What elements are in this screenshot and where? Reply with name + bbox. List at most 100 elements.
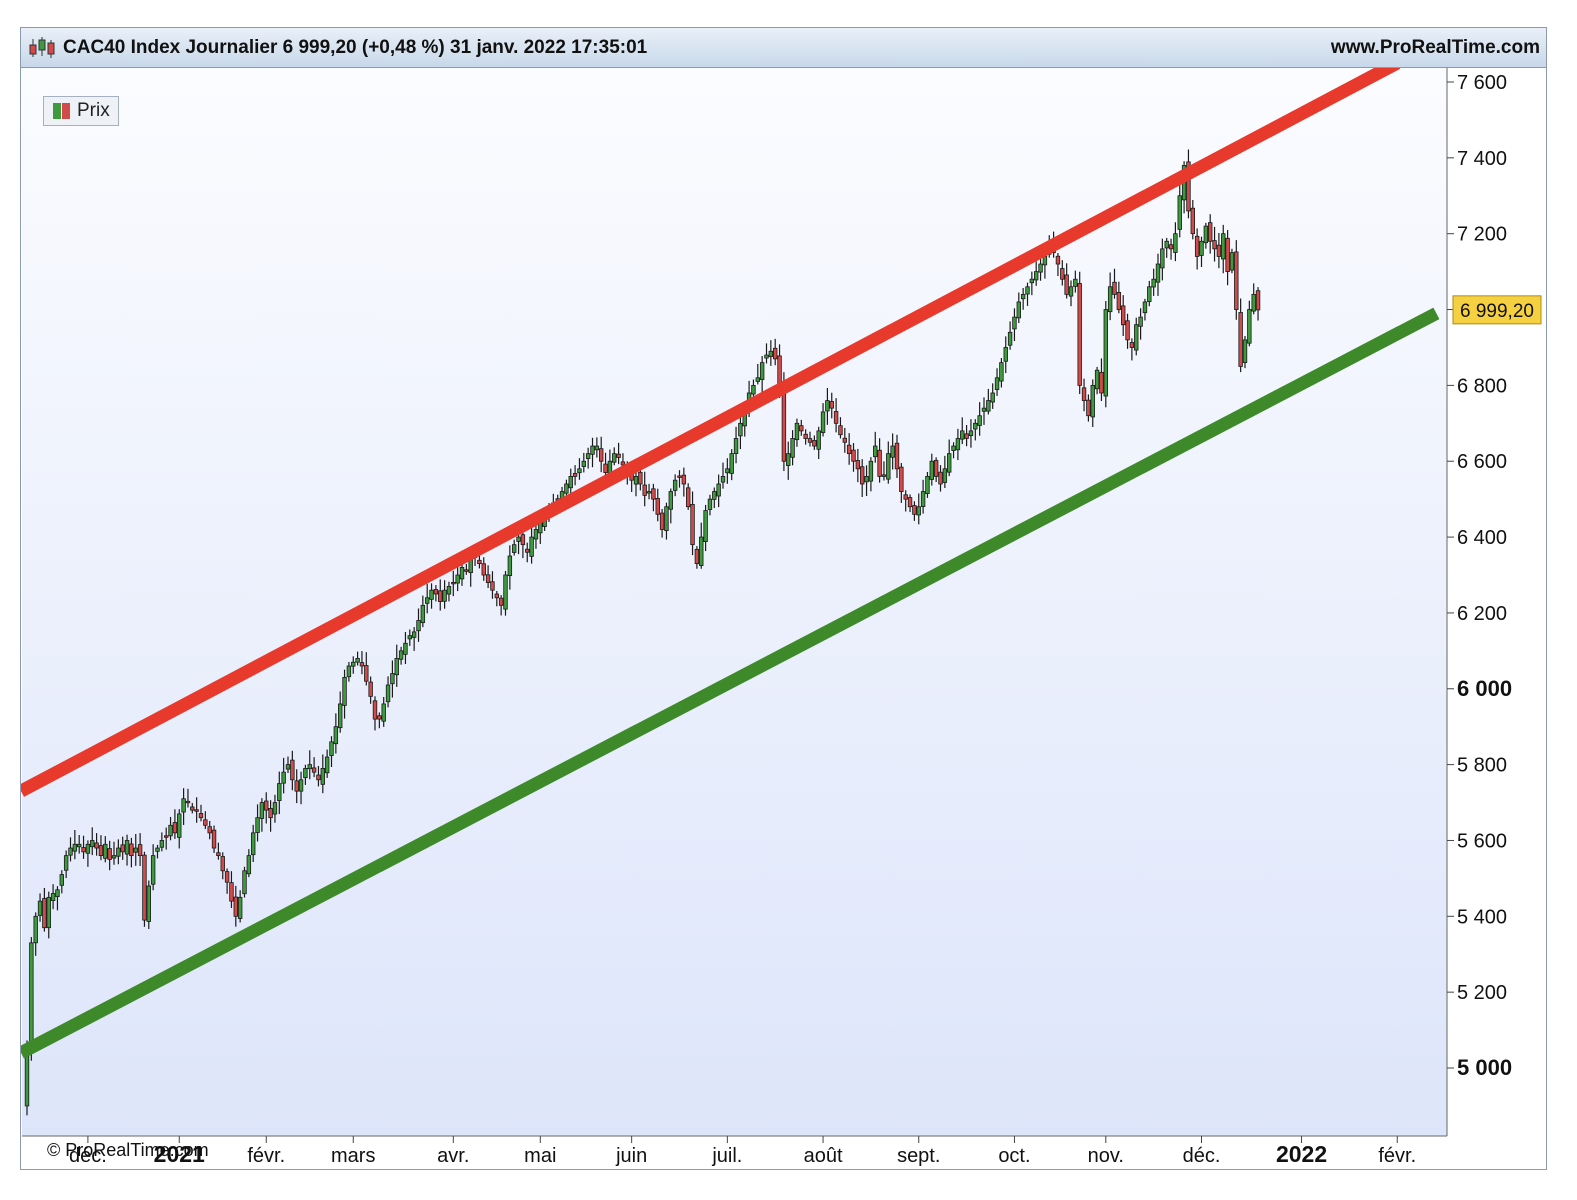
candle	[1129, 338, 1135, 361]
candle-body	[873, 445, 878, 458]
candle-body	[903, 494, 908, 500]
candle-body	[812, 440, 817, 447]
candle	[124, 834, 130, 866]
candle	[250, 824, 256, 863]
candle-body	[581, 460, 586, 467]
time-tick-label: 2021	[154, 1141, 205, 1167]
candle-body	[968, 430, 974, 437]
candle-body	[281, 771, 286, 784]
candle-body	[981, 407, 987, 412]
candle-body	[686, 487, 691, 508]
candle-body	[1234, 251, 1239, 310]
candle-body	[1055, 255, 1061, 265]
candle	[63, 850, 69, 879]
candle	[277, 771, 282, 815]
candle	[1064, 263, 1069, 299]
candle	[1238, 298, 1243, 373]
candle	[1025, 282, 1030, 306]
candle	[977, 402, 982, 436]
candle-body	[198, 813, 204, 819]
candle	[1086, 394, 1091, 422]
candle-body	[1155, 263, 1161, 283]
candle	[646, 483, 652, 500]
candle-body	[951, 445, 956, 451]
candle-body	[1247, 309, 1252, 344]
candle	[585, 447, 591, 469]
candle-body	[886, 453, 891, 480]
site-link[interactable]: www.ProRealTime.com	[1330, 37, 1540, 58]
price-badge-box	[1452, 295, 1542, 325]
candle	[1121, 295, 1126, 336]
candle-body	[1125, 320, 1130, 341]
candle	[664, 502, 669, 540]
candle	[612, 447, 617, 466]
candle-body	[651, 488, 656, 500]
candle-body	[668, 491, 673, 510]
candle	[298, 771, 304, 805]
candle	[503, 570, 508, 616]
candle-body	[786, 453, 791, 466]
candle	[960, 417, 965, 445]
candle-body	[699, 536, 704, 566]
candle	[1099, 358, 1104, 402]
candle-body	[290, 759, 295, 781]
candle	[146, 880, 151, 929]
candle	[346, 662, 352, 682]
candle-body	[1212, 240, 1217, 250]
candle-body	[346, 665, 352, 678]
candle-body	[294, 780, 299, 792]
candle	[224, 868, 230, 894]
candle	[337, 691, 343, 733]
candle-body	[172, 822, 178, 834]
candle-body	[664, 506, 669, 532]
candle	[690, 491, 695, 556]
resistance-line	[21, 57, 1401, 797]
candle-body	[438, 590, 443, 602]
candle-body	[277, 783, 282, 802]
candle	[725, 458, 730, 484]
candle	[886, 441, 891, 484]
candle	[642, 471, 647, 507]
candle-body	[820, 411, 826, 433]
candle	[794, 418, 800, 447]
time-tick-label: avr.	[437, 1145, 469, 1167]
time-tick-label: déc.	[69, 1145, 107, 1167]
candle-body	[525, 548, 530, 553]
candle-body	[1134, 324, 1139, 351]
candle-body	[759, 362, 765, 380]
candle-body	[725, 468, 730, 474]
copyright-text: © ProRealTime.com	[47, 1140, 209, 1160]
candle	[672, 474, 678, 497]
candle	[1203, 222, 1209, 249]
time-tick-label: mai	[524, 1145, 556, 1167]
candle	[659, 509, 665, 538]
candle-body	[329, 741, 334, 756]
candle	[190, 802, 195, 814]
candle-body	[359, 662, 365, 667]
candle	[1055, 253, 1061, 277]
candle-body	[190, 806, 195, 811]
candle-body	[568, 475, 573, 489]
candle-body	[777, 355, 782, 386]
candle-body	[851, 449, 856, 462]
candle	[681, 467, 687, 497]
candle-body	[250, 832, 256, 856]
candle-body	[877, 449, 882, 477]
candle	[768, 340, 774, 366]
candle-body	[1073, 278, 1078, 287]
price-tick-label: 5 800	[1457, 755, 1507, 777]
candle-body	[333, 726, 339, 745]
candle-body	[133, 847, 138, 853]
legend-prix[interactable]: Prix	[43, 96, 119, 126]
candle	[594, 437, 600, 458]
candle-body	[1216, 244, 1222, 257]
candle-body	[1112, 281, 1117, 295]
candle	[429, 583, 434, 609]
candle	[616, 442, 621, 465]
candle-body	[424, 597, 430, 604]
candle	[33, 912, 38, 956]
candle-body	[103, 843, 108, 859]
candle-body	[633, 475, 639, 485]
candle-body	[229, 882, 234, 902]
candle	[181, 788, 186, 825]
